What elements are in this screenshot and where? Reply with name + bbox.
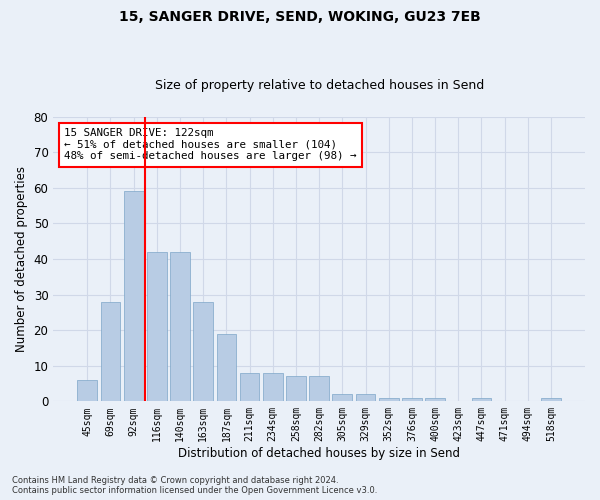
Bar [379,398,398,402]
Bar [77,380,97,402]
Text: 15, SANGER DRIVE, SEND, WOKING, GU23 7EB: 15, SANGER DRIVE, SEND, WOKING, GU23 7EB [119,10,481,24]
Text: Contains HM Land Registry data © Crown copyright and database right 2024.
Contai: Contains HM Land Registry data © Crown c… [12,476,377,495]
Bar [356,394,376,402]
Bar [332,394,352,402]
Bar [170,252,190,402]
Bar [309,376,329,402]
Text: 15 SANGER DRIVE: 122sqm
← 51% of detached houses are smaller (104)
48% of semi-d: 15 SANGER DRIVE: 122sqm ← 51% of detache… [64,128,356,162]
Bar [124,192,143,402]
Bar [101,302,121,402]
X-axis label: Distribution of detached houses by size in Send: Distribution of detached houses by size … [178,447,460,460]
Bar [402,398,422,402]
Bar [263,373,283,402]
Bar [425,398,445,402]
Bar [240,373,259,402]
Bar [472,398,491,402]
Bar [217,334,236,402]
Bar [147,252,167,402]
Bar [541,398,561,402]
Bar [286,376,306,402]
Title: Size of property relative to detached houses in Send: Size of property relative to detached ho… [155,79,484,92]
Bar [193,302,213,402]
Y-axis label: Number of detached properties: Number of detached properties [15,166,28,352]
